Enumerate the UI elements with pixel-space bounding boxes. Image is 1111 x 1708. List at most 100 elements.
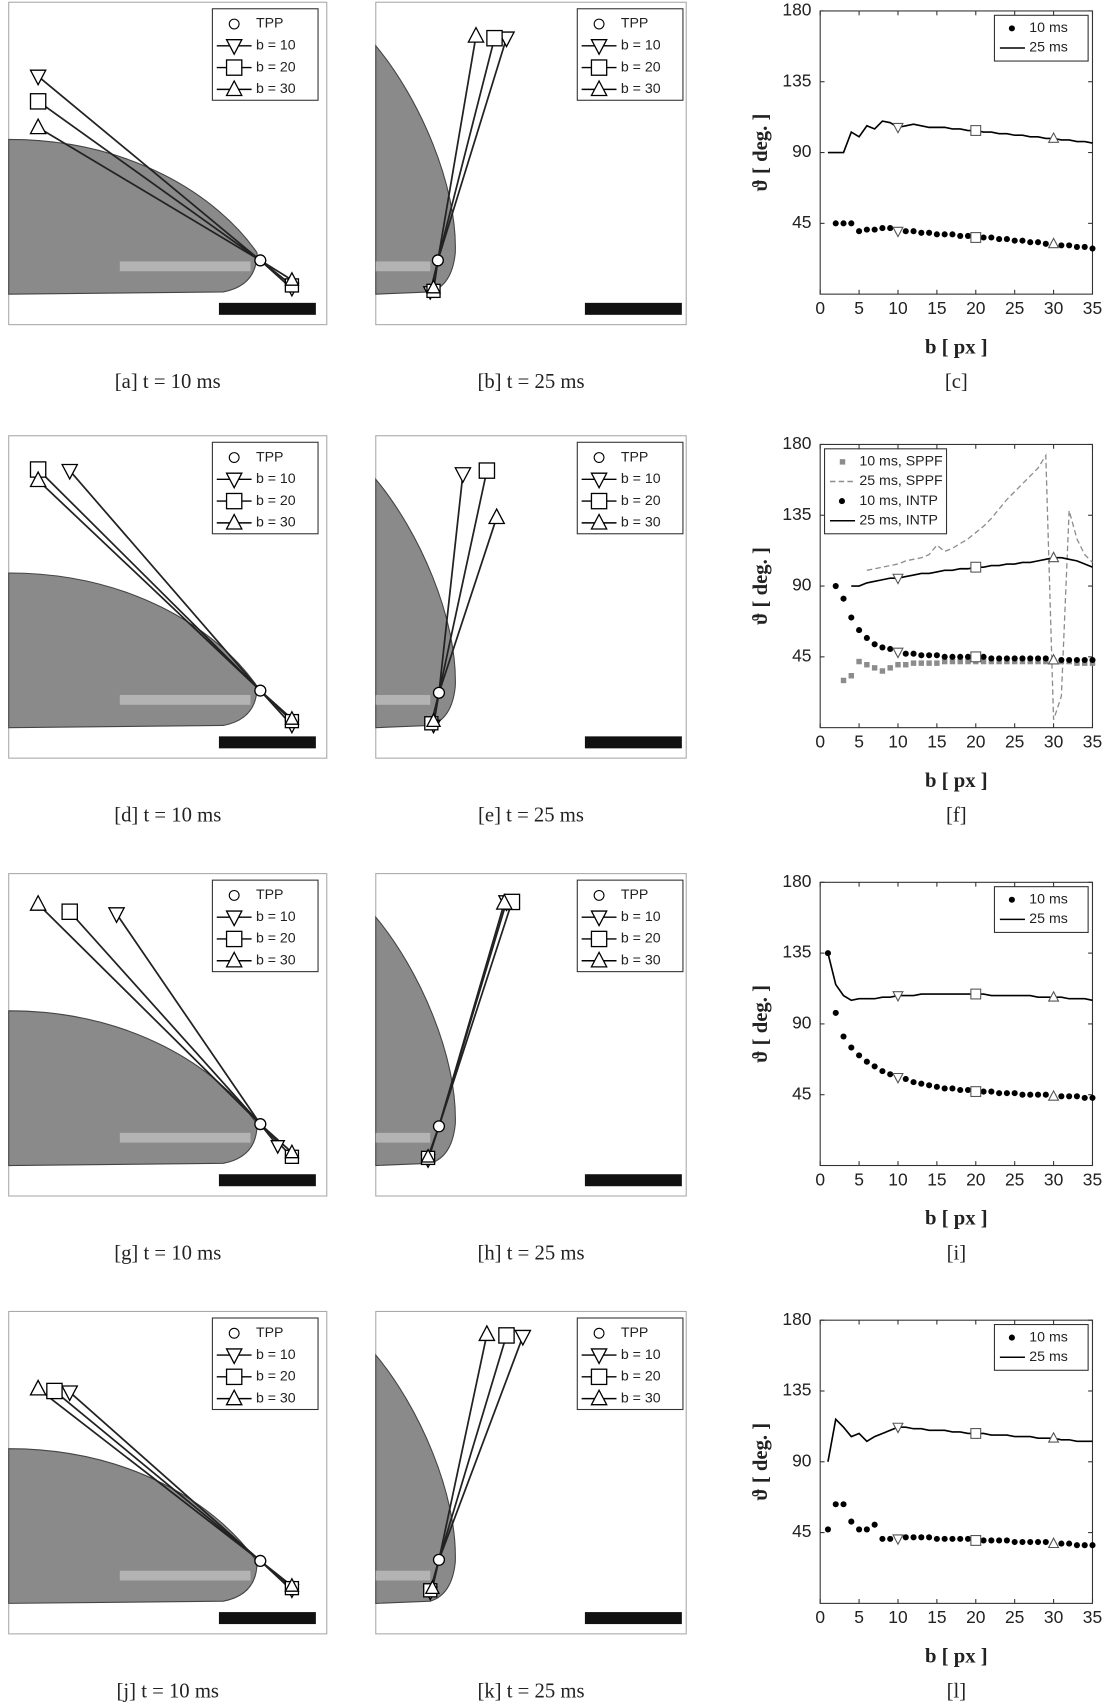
b-marker xyxy=(970,125,982,136)
x-tick-label: 15 xyxy=(927,732,946,752)
data-point xyxy=(902,1075,909,1083)
data-point xyxy=(1035,658,1041,665)
legend-label: 10 ms, INTP xyxy=(859,492,938,508)
data-point xyxy=(964,1086,972,1094)
legend-symbol xyxy=(590,1388,608,1406)
data-point xyxy=(933,1083,940,1090)
data-point xyxy=(887,1071,894,1078)
data-point xyxy=(1058,656,1065,664)
tangent-marker xyxy=(61,463,79,481)
y-tick-label: 90 xyxy=(792,1450,811,1470)
data-point xyxy=(1019,1538,1026,1546)
legend-label: TPP xyxy=(256,886,284,902)
data-point xyxy=(965,658,971,665)
data-point xyxy=(856,228,863,235)
data-point xyxy=(840,220,847,227)
legend-label: b = 20 xyxy=(621,930,661,946)
tangent-marker xyxy=(495,893,514,910)
data-point xyxy=(1034,655,1042,662)
legend-symbol xyxy=(225,472,243,490)
legend-label: b = 30 xyxy=(621,80,661,96)
legend-label: b = 20 xyxy=(256,930,296,946)
data-point xyxy=(840,1501,847,1508)
droplet xyxy=(8,572,258,729)
legend-symbol xyxy=(225,950,243,968)
data-point xyxy=(864,661,870,668)
b-marker xyxy=(1047,131,1060,143)
b-marker xyxy=(1047,653,1060,665)
data-point xyxy=(1058,1093,1065,1100)
scale-bar xyxy=(584,1174,682,1187)
legend-symbol xyxy=(593,18,605,30)
x-axis-label: b [ px ] xyxy=(925,770,988,792)
legend-box xyxy=(993,1323,1089,1371)
b-marker xyxy=(1047,1537,1060,1549)
data-point xyxy=(1066,1540,1073,1547)
data-point xyxy=(879,668,886,674)
reflection xyxy=(375,1132,431,1143)
plot-area xyxy=(824,1417,1096,1549)
y-tick-label: 90 xyxy=(792,575,811,595)
tpp-marker xyxy=(432,686,446,699)
data-point xyxy=(980,658,987,665)
b-marker xyxy=(892,1534,904,1546)
data-point xyxy=(840,677,847,684)
legend-symbol xyxy=(1008,896,1015,903)
legend-label: b = 10 xyxy=(621,37,661,53)
legend-symbol xyxy=(228,1327,240,1339)
legend-symbol xyxy=(225,1348,243,1365)
b-marker xyxy=(892,122,904,134)
legend-label: 10 ms xyxy=(1029,19,1068,35)
data-point xyxy=(871,226,878,233)
legend-symbol xyxy=(593,889,605,901)
x-tick-label: 15 xyxy=(927,1169,946,1189)
legend-label: b = 10 xyxy=(256,908,296,924)
y-axis-label: ϑ [ deg. ] xyxy=(750,1423,772,1501)
x-tick-label: 20 xyxy=(966,1169,985,1189)
data-point xyxy=(949,1535,956,1542)
data-point xyxy=(933,652,940,659)
y-tick-label: 45 xyxy=(792,1083,811,1103)
data-point xyxy=(1058,242,1065,249)
data-point xyxy=(1073,243,1080,250)
data-point xyxy=(879,1068,886,1075)
data-point xyxy=(1073,656,1080,664)
legend-box xyxy=(993,14,1089,62)
y-tick-label: 45 xyxy=(792,645,811,665)
legend-label: b = 30 xyxy=(621,514,661,530)
legend-label: b = 20 xyxy=(256,58,296,74)
data-point xyxy=(949,653,956,660)
legend-label: 25 ms xyxy=(1029,910,1068,926)
reflection xyxy=(119,1132,251,1143)
data-point xyxy=(949,231,956,238)
legend-symbol xyxy=(593,452,605,463)
caption: [g] t = 10 ms xyxy=(114,1243,221,1265)
legend-label: 25 ms, INTP xyxy=(859,511,938,527)
caption: [k] t = 25 ms xyxy=(477,1680,584,1702)
caption: [j] t = 10 ms xyxy=(117,1680,219,1702)
data-point xyxy=(848,1044,855,1051)
b-marker xyxy=(1047,237,1060,249)
data-point xyxy=(895,661,901,668)
data-point xyxy=(926,660,932,666)
legend-label: TPP xyxy=(256,15,284,31)
x-tick-label: 15 xyxy=(927,298,946,318)
data-point xyxy=(863,1526,870,1533)
data-point xyxy=(1003,1090,1010,1097)
legend-symbol xyxy=(590,930,608,948)
x-tick-label: 25 xyxy=(1005,1169,1024,1189)
data-point xyxy=(1027,1091,1034,1098)
data-point xyxy=(1042,240,1049,247)
data-point xyxy=(1003,1537,1010,1544)
reflection xyxy=(375,694,431,705)
legend-symbol xyxy=(225,39,243,56)
caption: [e] t = 25 ms xyxy=(478,805,584,827)
data-point xyxy=(863,634,870,642)
image-panel: TPP b = 10 b = 20 b = 30 [j] t = 10 ms xyxy=(8,1310,328,1702)
data-point xyxy=(996,1090,1003,1097)
data-point xyxy=(996,1537,1003,1544)
tangent-marker xyxy=(29,93,47,110)
y-axis-label: ϑ [ deg. ] xyxy=(750,114,772,192)
reflection xyxy=(119,694,251,705)
tangent-marker xyxy=(284,1577,300,1592)
